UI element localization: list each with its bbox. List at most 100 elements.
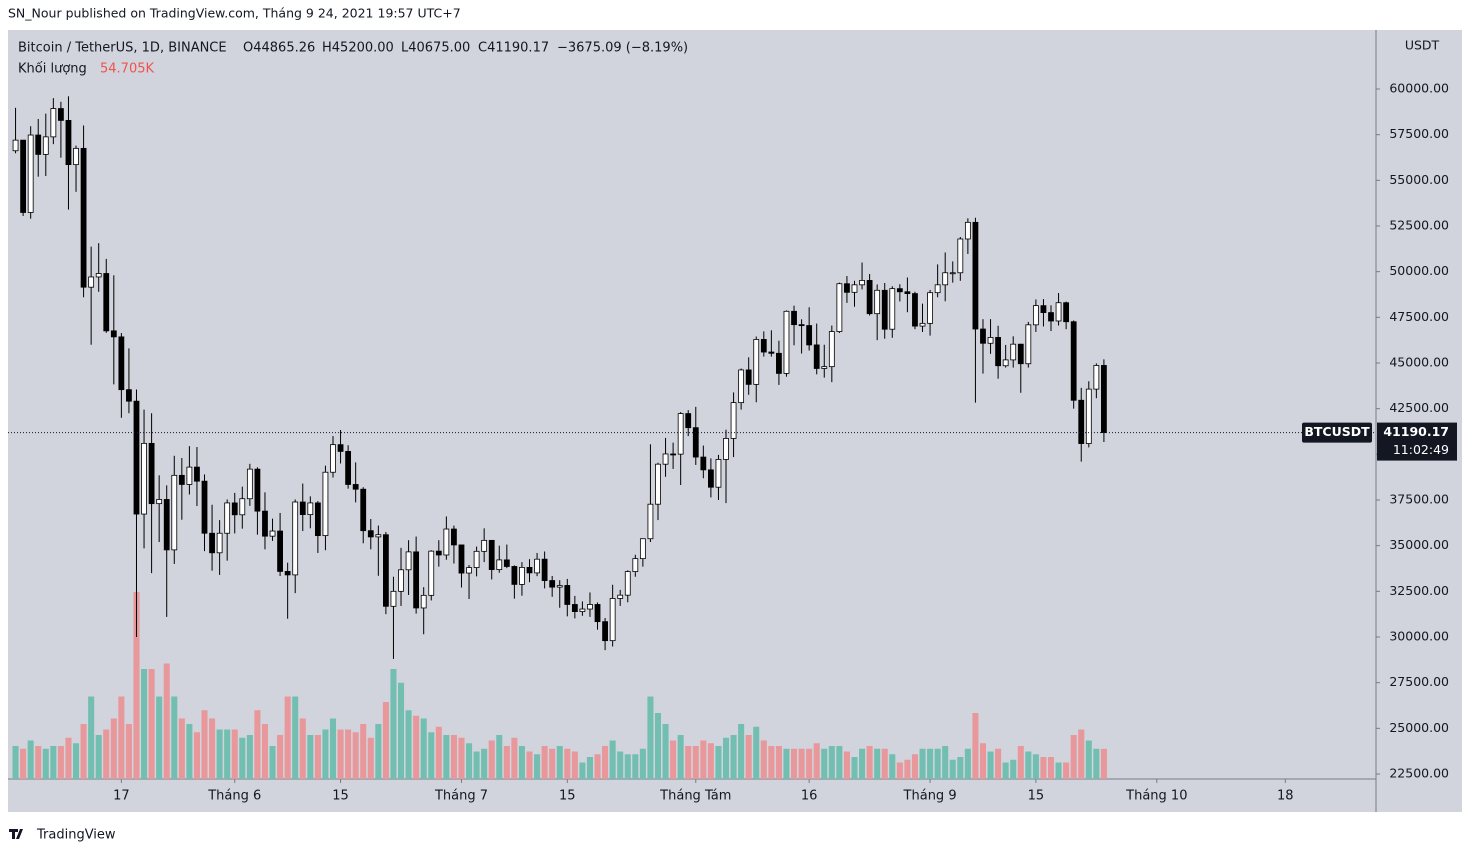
ohlc-high: H45200.00 [322, 41, 394, 56]
candle-body [912, 293, 918, 327]
y-tick-label: 60000.00 [1389, 81, 1449, 96]
x-tick-label: 18 [1277, 789, 1294, 804]
volume-bar [443, 735, 450, 779]
candle-body [428, 550, 435, 596]
volume-bar [745, 735, 752, 779]
candle-body [375, 534, 382, 538]
volume-bar [307, 735, 314, 779]
candle-body [806, 325, 813, 346]
candle-body [541, 558, 548, 581]
candle-body [110, 330, 117, 338]
x-tick-label: Tháng Tám [659, 789, 731, 804]
volume-bar [911, 754, 918, 779]
candle-body [995, 337, 1001, 367]
volume-bar [639, 748, 646, 779]
volume-bar [1040, 757, 1047, 779]
volume-bar [367, 737, 374, 779]
candle-body [776, 352, 782, 374]
volume-bar [617, 751, 624, 779]
candle-body [451, 528, 457, 546]
candle-body [624, 571, 631, 596]
y-tick-label: 57500.00 [1389, 126, 1449, 141]
x-tick-label: Tháng 10 [1125, 789, 1187, 804]
candle-body [579, 608, 586, 613]
x-tick-label: Tháng 9 [903, 789, 957, 804]
volume-bar [292, 696, 299, 779]
candle-body [957, 238, 964, 274]
volume-bar [654, 713, 662, 779]
volume-bar [329, 718, 337, 779]
candle-body [972, 221, 979, 330]
volume-bar [254, 710, 261, 779]
candle-body [927, 292, 933, 324]
volume-bar [896, 762, 903, 779]
candle-body [889, 288, 896, 330]
volume-bar [72, 743, 80, 779]
volume-bar [261, 724, 268, 779]
volume-bar [624, 754, 631, 779]
candle-body [473, 550, 480, 568]
y-tick-label: 52500.00 [1389, 217, 1449, 232]
volume-bar [163, 663, 170, 779]
candle-body [1032, 305, 1039, 326]
volume-bar [148, 669, 155, 779]
volume-bar [700, 740, 707, 779]
candle-body [609, 598, 616, 642]
candle-body [632, 558, 639, 573]
volume-bar [345, 729, 352, 779]
volume-bar [269, 746, 276, 779]
candle-body [88, 276, 95, 288]
candle-body [1025, 324, 1032, 365]
volume-bar [813, 743, 820, 779]
volume-bar [360, 724, 367, 779]
candle-body [677, 413, 684, 455]
volume-bar [496, 735, 503, 779]
volume-bar [473, 751, 480, 779]
candle-body [1101, 365, 1107, 433]
volume-bar [964, 748, 971, 779]
volume-bar [1055, 762, 1062, 779]
y-tick-label: 22500.00 [1389, 765, 1449, 780]
candle-body [753, 339, 760, 385]
volume-bar [564, 748, 571, 779]
candle-body [813, 344, 820, 369]
candle-body [768, 351, 775, 354]
candle-body [443, 528, 450, 556]
brand: TradingView [9, 828, 116, 843]
candle-body [1085, 388, 1092, 444]
candle-body [647, 503, 654, 540]
candle-body [1070, 321, 1077, 401]
symbol: Bitcoin / TetherUS, 1D, BINANCE [18, 41, 227, 56]
volume-bar [435, 726, 442, 779]
volume-bar [314, 735, 321, 779]
candle-body [126, 389, 132, 402]
volume-bar [27, 740, 34, 779]
volume-bar [995, 748, 1002, 779]
volume-bar [632, 754, 639, 779]
candle-body [292, 501, 299, 576]
candle-body [980, 328, 986, 344]
volume-bar [246, 735, 253, 779]
volume-bar [647, 696, 654, 779]
candle-body [118, 336, 125, 391]
candle-body [496, 559, 503, 570]
volume-bar [216, 729, 223, 779]
volume-bar [1085, 740, 1092, 779]
y-tick-label: 50000.00 [1389, 263, 1449, 278]
volume-bar [420, 718, 427, 779]
volume-bar [821, 748, 828, 779]
volume-bar [50, 746, 57, 779]
volume-bar [488, 740, 495, 779]
brand-name: TradingView [36, 828, 116, 843]
candle-body [390, 590, 397, 607]
y-tick-label: 32500.00 [1389, 583, 1449, 598]
volume-bar [972, 713, 979, 779]
volume-bar [88, 696, 95, 779]
volume-bar [239, 737, 246, 779]
volume-bar [299, 718, 306, 779]
candle-body [156, 499, 163, 505]
candle-body [526, 567, 533, 574]
volume-bar [186, 724, 193, 779]
ohlc-low: L40675.00 [401, 41, 470, 56]
candle-body [186, 466, 193, 485]
